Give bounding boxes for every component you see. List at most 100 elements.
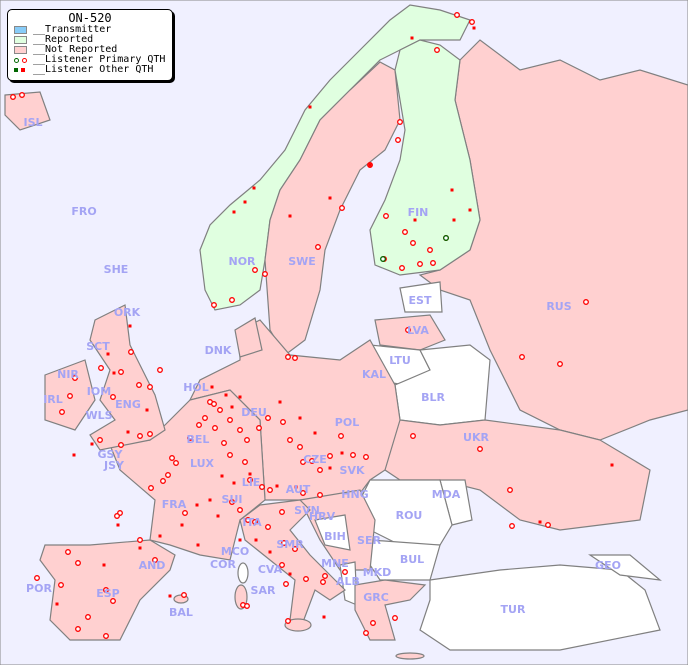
- listener-primary-qth-marker: [469, 19, 475, 25]
- listener-other-qth-marker: [278, 400, 282, 404]
- legend-item-other-qth: __Listener Other QTH: [8, 65, 172, 75]
- listener-other-qth-marker: [243, 200, 247, 204]
- listener-primary-qth-marker: [342, 569, 348, 575]
- listener-primary-qth-marker: [237, 427, 243, 433]
- listener-primary-qth-marker: [350, 452, 356, 458]
- listener-primary-qth-marker: [227, 452, 233, 458]
- listener-other-qth-marker: [168, 594, 172, 598]
- country-label-iom: IOM: [87, 385, 111, 398]
- listener-primary-qth-marker: [169, 455, 175, 461]
- listener-primary-qth-marker: [221, 440, 227, 446]
- country-label-irl: IRL: [43, 393, 63, 406]
- country-label-jsy: JSY: [103, 459, 125, 472]
- listener-primary-qth-marker: [152, 557, 158, 563]
- listener-primary-qth-marker: [165, 472, 171, 478]
- legend-label: __Not Reported: [33, 44, 118, 55]
- listener-primary-qth-marker: [383, 213, 389, 219]
- listener-primary-qth-marker: [402, 229, 408, 235]
- listener-primary-qth-marker: [187, 435, 193, 441]
- listener-primary-qth-marker: [110, 598, 116, 604]
- country-label-por: POR: [26, 582, 52, 595]
- listener-other-qth-marker: [450, 188, 454, 192]
- listener-primary-qth-marker: [173, 460, 179, 466]
- country-label-rou: ROU: [396, 509, 423, 522]
- listener-primary-qth-marker: [303, 576, 309, 582]
- listener-other-qth-marker: [308, 105, 312, 109]
- listener-primary-qth-marker-reported: [380, 256, 386, 262]
- listener-other-qth-marker: [208, 498, 212, 502]
- listener-primary-qth-marker: [148, 485, 154, 491]
- listener-other-qth-marker: [112, 371, 116, 375]
- country-label-fro: FRO: [71, 205, 96, 218]
- listener-primary-qth-marker: [229, 499, 235, 505]
- country-label-wls: WLS: [85, 409, 112, 422]
- listener-primary-qth-marker: [10, 94, 16, 100]
- listener-primary-qth-marker: [157, 367, 163, 373]
- country-label-svk: SVK: [340, 464, 365, 477]
- country-label-geo: GEO: [595, 559, 621, 572]
- listener-other-qth-marker: [328, 466, 332, 470]
- listener-primary-qth-marker: [557, 361, 563, 367]
- listener-primary-qth-marker: [292, 355, 298, 361]
- listener-primary-qth-marker: [427, 247, 433, 253]
- listener-primary-qth-marker: [545, 522, 551, 528]
- listener-primary-qth-marker: [244, 603, 250, 609]
- country-ita: [239, 499, 346, 632]
- legend-label: __Listener Primary QTH: [33, 54, 166, 65]
- listener-other-qth-marker: [413, 218, 417, 222]
- listener-other-qth-marker: [106, 352, 110, 356]
- listener-other-qth-marker: [238, 395, 242, 399]
- country-label-pol: POL: [335, 416, 359, 429]
- countries: [4, 4, 688, 660]
- listener-other-qth-marker: [288, 572, 292, 576]
- country-label-rus: RUS: [546, 300, 571, 313]
- listener-primary-qth-marker: [297, 444, 303, 450]
- country-label-fin: FIN: [408, 206, 429, 219]
- listener-other-qth-marker: [340, 451, 344, 455]
- listener-other-qth-marker: [275, 484, 279, 488]
- listener-other-qth-marker: [248, 472, 252, 476]
- listener-primary-qth-marker: [287, 437, 293, 443]
- country-label-isl: ISL: [23, 116, 42, 129]
- listener-primary-qth-marker: [370, 620, 376, 626]
- listener-primary-qth-marker: [34, 575, 40, 581]
- listener-primary-qth-marker: [265, 524, 271, 530]
- legend-item-primary-qth: __Listener Primary QTH: [8, 55, 172, 65]
- country-label-ita: ITA: [242, 516, 262, 529]
- listener-primary-qth-marker: [245, 517, 251, 523]
- listener-primary-qth-marker: [242, 459, 248, 465]
- country-label-tur: TUR: [501, 603, 526, 616]
- listener-primary-qth-marker: [160, 478, 166, 484]
- listener-other-qth-marker: [472, 26, 476, 30]
- not-reported-swatch: [14, 46, 27, 54]
- listener-other-qth-marker: [610, 463, 614, 467]
- listener-primary-qth-marker: [244, 437, 250, 443]
- listener-other-qth-marker: [126, 430, 130, 434]
- listener-other-qth-marker: [145, 408, 149, 412]
- country-label-cor: COR: [210, 558, 236, 571]
- country-label-sct: SCT: [86, 340, 110, 353]
- listener-other-qth-marker: [195, 503, 199, 507]
- listener-primary-qth-marker: [212, 425, 218, 431]
- listener-primary-qth-marker: [583, 299, 589, 305]
- listener-primary-qth-marker: [320, 579, 326, 585]
- listener-primary-qth-marker: [147, 384, 153, 390]
- listener-other-qth-marker: [90, 442, 94, 446]
- listener-primary-qth-marker: [85, 614, 91, 620]
- listener-primary-qth-marker: [137, 433, 143, 439]
- country-label-blr: BLR: [421, 391, 445, 404]
- listener-primary-qth-marker: [434, 47, 440, 53]
- listener-primary-qth-marker-reported: [443, 235, 449, 241]
- country-label-kal: KAL: [362, 368, 386, 381]
- country-label-gsy: GSY: [98, 448, 124, 461]
- listener-other-qth-marker: [180, 523, 184, 527]
- transmitter-swatch: [14, 26, 27, 34]
- legend: ON-520 __Transmitter __Reported __Not Re…: [7, 9, 173, 81]
- country-label-deu: DEU: [241, 406, 267, 419]
- listener-primary-qth-marker: [339, 205, 345, 211]
- legend-item-not-reported: __Not Reported: [8, 45, 172, 55]
- listener-primary-qth-marker: [417, 261, 423, 267]
- listener-other-qth-marker: [238, 538, 242, 542]
- country-fra: [109, 389, 266, 561]
- listener-primary-qth-marker: [65, 549, 71, 555]
